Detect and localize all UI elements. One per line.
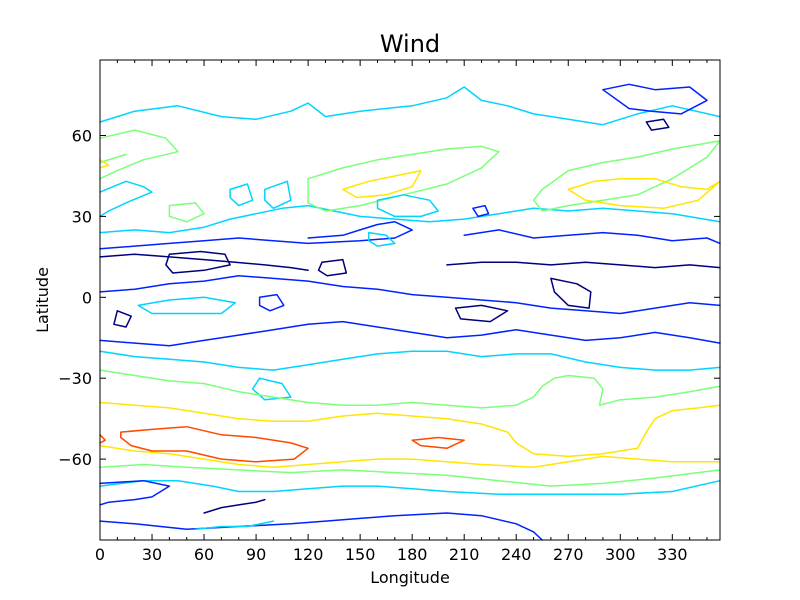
axis-ticks: 0 30 60 90 120 150 180 210 240 270 300 330 −60 −30 0 30… [58,60,720,564]
x-tick-label-30: 30 [142,545,162,564]
contour-level-2-43 [472,204,490,218]
contour-level-4-35 [307,145,500,212]
x-tick-label-270: 270 [553,545,584,564]
contour-level-3-5 [99,180,153,218]
contour-level-3-6 [99,204,721,234]
plot-frame [99,59,721,541]
x-tick-label-0: 0 [95,545,105,564]
y-tick-label--60: −60 [58,450,92,469]
contour-level-2-45 [258,293,285,312]
x-tick-label-60: 60 [194,545,214,564]
chart-title: Wind [380,30,440,58]
contour-lines [99,83,721,541]
y-tick-label-0: 0 [82,288,92,307]
contour-level-1-30 [203,498,266,514]
contour-level-2-31 [99,512,543,541]
contour-level-3-1 [99,86,721,126]
contour-level-3-32 [194,520,275,530]
y-tick-label--30: −30 [58,369,92,388]
x-tick-label-150: 150 [345,545,376,564]
contour-level-3-28 [99,479,721,495]
contour-level-3-42 [376,194,439,218]
contour-level-1-34 [645,118,670,131]
x-tick-label-240: 240 [501,545,532,564]
contour-level-2-29 [99,479,171,506]
contour-level-6-26 [411,436,465,450]
x-tick-label-330: 330 [657,545,688,564]
contour-level-4-3 [99,153,127,164]
contour-level-2-17 [99,320,721,347]
contour-level-5-23 [99,444,721,468]
contour-level-5-38 [567,177,721,210]
contour-level-1-11 [165,250,231,274]
contour-level-6-25 [99,434,106,444]
contour-level-5-4 [99,159,110,169]
contour-level-4-2 [99,129,179,180]
contour-level-3-19 [137,296,237,315]
y-tick-label-30: 30 [72,207,92,226]
contour-level-3-40 [229,183,254,207]
y-tick-label-60: 60 [72,127,92,146]
contour-level-2-7 [99,221,413,250]
contour-level-3-18 [99,350,721,371]
contour-level-3-39 [264,180,292,210]
x-tick-label-210: 210 [449,545,480,564]
contour-level-1-16 [113,310,132,328]
contour-level-5-36 [342,169,422,199]
x-tick-label-180: 180 [397,545,428,564]
contour-level-1-15 [454,304,509,323]
contour-level-3-44 [368,231,396,247]
contour-level-5-22 [99,401,721,458]
x-axis-label: Longitude [370,568,450,587]
x-tick-label-90: 90 [246,545,266,564]
contour-level-2-8 [463,229,721,245]
contour-level-4-41 [168,202,205,223]
contour-level-4-37 [532,140,721,212]
x-tick-label-120: 120 [293,545,324,564]
contour-level-4-21 [99,369,721,409]
contour-level-6-24 [120,425,309,463]
contour-level-4-27 [99,463,721,487]
contour-level-2-33 [602,83,708,115]
contour-level-1-9 [99,253,309,272]
y-axis-label: Latitude [33,267,52,333]
contour-level-1-13 [550,277,592,309]
contour-level-1-10 [446,261,721,269]
contour-level-2-14 [99,274,721,315]
contour-level-1-12 [317,258,348,277]
x-tick-label-300: 300 [605,545,636,564]
